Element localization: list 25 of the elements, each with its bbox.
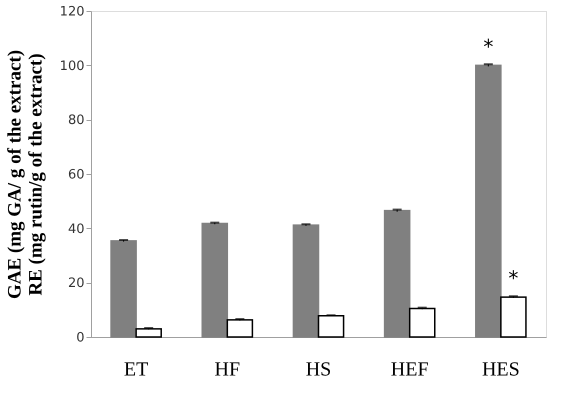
- x-tick-label: HEF: [390, 358, 429, 380]
- bar: [226, 319, 254, 338]
- bar: [475, 64, 502, 338]
- annotation: *: [483, 34, 494, 58]
- annotation: *: [508, 266, 518, 290]
- x-tick-label: HS: [306, 358, 332, 380]
- bar: [135, 328, 162, 338]
- y-tick-label: 60: [68, 168, 84, 182]
- x-tick-label: HES: [482, 358, 520, 380]
- x-tick-label: HF: [214, 358, 240, 380]
- bar: [318, 315, 344, 338]
- bar: [500, 296, 527, 338]
- y-tick-label: 0: [76, 330, 84, 346]
- y-tick-label: 80: [68, 113, 84, 128]
- bar: [292, 224, 320, 338]
- bar: [110, 240, 137, 338]
- bar: [384, 210, 410, 338]
- y-tick-label: 100: [60, 58, 84, 74]
- x-tick-label: ET: [124, 358, 148, 380]
- bar: [408, 308, 436, 338]
- y-tick-label: 40: [68, 222, 84, 237]
- y-tick-label: 20: [68, 276, 84, 292]
- y-tick-label: 120: [60, 4, 84, 20]
- y-axis-title: GAE (mg GA/ g of the extract) RE (mg rutin/g of the extract): [4, 50, 47, 300]
- bar: [201, 222, 228, 338]
